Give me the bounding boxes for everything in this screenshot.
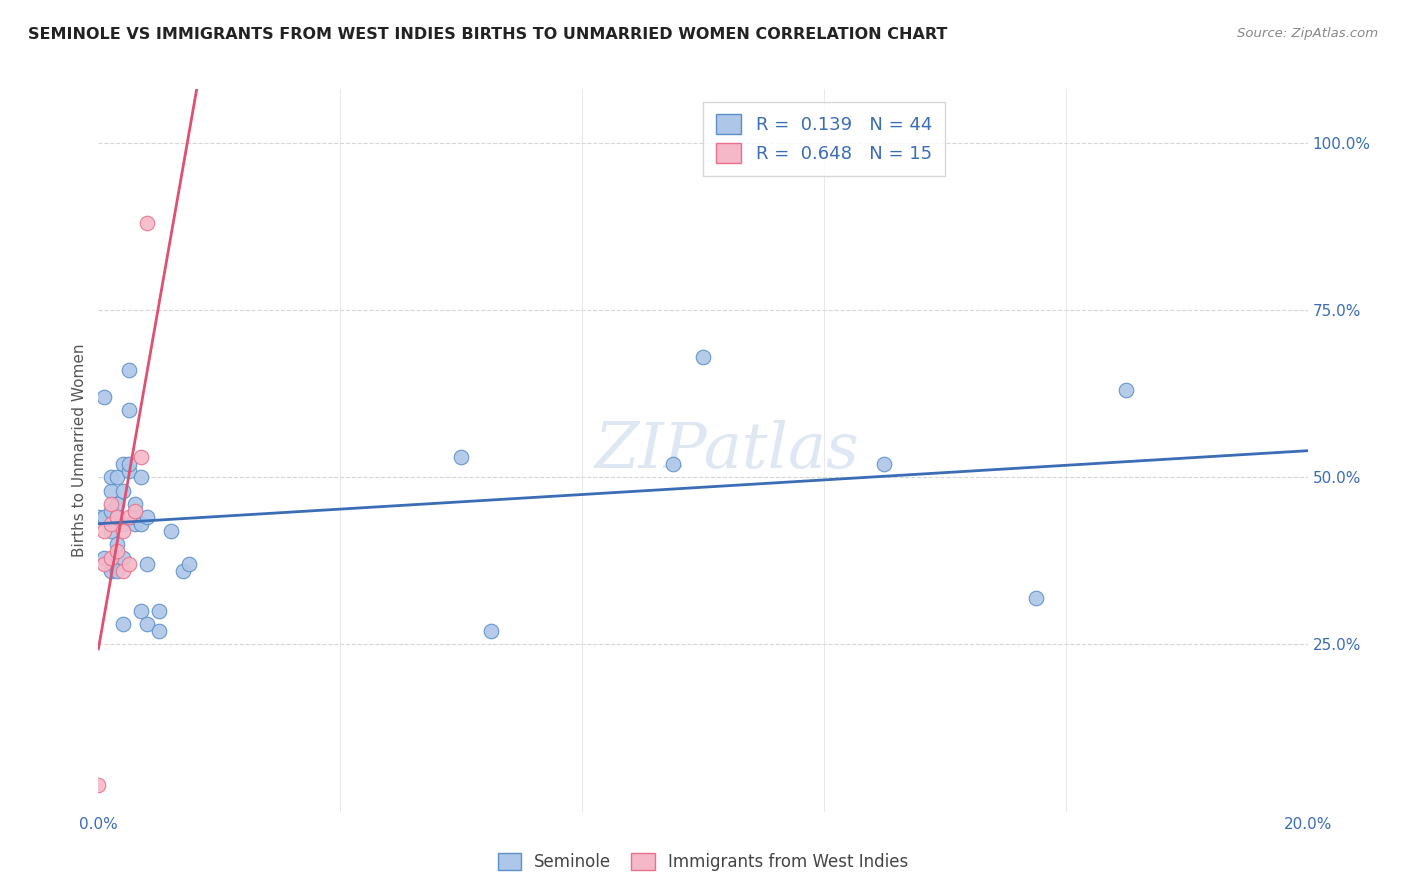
Point: [129, 604, 152, 618]
Point: [692, 350, 714, 364]
Point: [93, 550, 115, 565]
Point: [179, 557, 201, 572]
Point: [148, 604, 170, 618]
Point: [124, 503, 146, 517]
Point: [105, 497, 128, 511]
Point: [129, 470, 152, 484]
Legend: Seminole, Immigrants from West Indies: Seminole, Immigrants from West Indies: [489, 845, 917, 880]
Point: [100, 550, 122, 565]
Point: [118, 464, 141, 478]
Point: [93, 390, 115, 404]
Point: [111, 550, 134, 565]
Point: [93, 557, 115, 572]
Point: [87, 510, 110, 524]
Point: [129, 517, 152, 532]
Point: [481, 624, 503, 639]
Point: [105, 564, 128, 578]
Point: [105, 470, 128, 484]
Point: [105, 537, 128, 551]
Point: [148, 624, 170, 639]
Point: [118, 457, 141, 471]
Point: [124, 497, 146, 511]
Point: [135, 510, 157, 524]
Point: [100, 517, 122, 532]
Point: [111, 564, 134, 578]
Point: [124, 510, 146, 524]
Point: [124, 517, 146, 532]
Point: [100, 524, 122, 538]
Point: [661, 457, 683, 471]
Point: [100, 470, 122, 484]
Point: [118, 557, 141, 572]
Point: [87, 778, 110, 792]
Point: [873, 457, 896, 471]
Point: [105, 510, 128, 524]
Point: [111, 524, 134, 538]
Point: [1024, 591, 1046, 605]
Point: [111, 617, 134, 632]
Point: [105, 510, 128, 524]
Point: [93, 524, 115, 538]
Point: [100, 503, 122, 517]
Point: [450, 450, 472, 465]
Text: SEMINOLE VS IMMIGRANTS FROM WEST INDIES BIRTHS TO UNMARRIED WOMEN CORRELATION CH: SEMINOLE VS IMMIGRANTS FROM WEST INDIES …: [28, 27, 948, 42]
Point: [172, 564, 194, 578]
Point: [135, 617, 157, 632]
Point: [111, 517, 134, 532]
Point: [100, 497, 122, 511]
Legend: R =  0.139   N = 44, R =  0.648   N = 15: R = 0.139 N = 44, R = 0.648 N = 15: [703, 102, 945, 176]
Point: [100, 564, 122, 578]
Text: Source: ZipAtlas.com: Source: ZipAtlas.com: [1237, 27, 1378, 40]
Point: [118, 510, 141, 524]
Point: [93, 510, 115, 524]
Point: [1115, 384, 1137, 398]
Point: [135, 557, 157, 572]
Point: [118, 403, 141, 417]
Point: [105, 543, 128, 558]
Point: [111, 457, 134, 471]
Point: [100, 483, 122, 498]
Text: ZIPatlas: ZIPatlas: [595, 419, 859, 482]
Y-axis label: Births to Unmarried Women: Births to Unmarried Women: [72, 343, 87, 558]
Point: [111, 483, 134, 498]
Point: [160, 524, 183, 538]
Point: [129, 450, 152, 465]
Point: [135, 216, 157, 230]
Point: [118, 363, 141, 377]
